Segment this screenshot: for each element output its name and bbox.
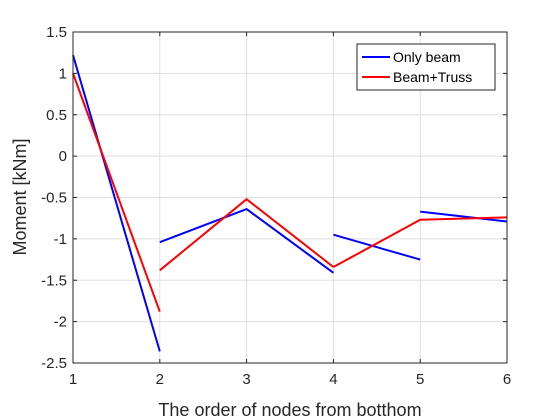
x-tick-label: 3 bbox=[242, 371, 250, 388]
legend-label: Only beam bbox=[393, 49, 461, 65]
series-line-segment bbox=[159, 208, 334, 274]
series-line-segment bbox=[420, 210, 508, 223]
y-axis-title: Moment [kNm] bbox=[10, 138, 30, 255]
series-line-segment bbox=[333, 233, 421, 261]
x-tick-label: 4 bbox=[329, 371, 337, 388]
series-line-segment bbox=[332, 216, 508, 268]
y-tick-label: -2 bbox=[54, 314, 67, 331]
y-tick-label: -1 bbox=[54, 231, 67, 248]
y-tick-label: 0 bbox=[59, 148, 67, 165]
x-tick-label: 6 bbox=[503, 371, 511, 388]
legend-label: Beam+Truss bbox=[393, 69, 472, 85]
series-only-beam bbox=[72, 54, 508, 352]
series-line-segment bbox=[72, 54, 161, 352]
series-line-segment bbox=[159, 198, 335, 272]
y-tick-label: 1 bbox=[59, 65, 67, 82]
x-tick-label: 5 bbox=[416, 371, 424, 388]
series-layer bbox=[72, 54, 508, 352]
y-tick-label: 1.5 bbox=[46, 24, 67, 41]
axis-tick-labels: 1 2 3 4 5 6 -2.5 -2 -1.5 -1 -0.5 0 0.5 1 1.5 bbox=[41, 24, 511, 388]
series-beam-truss bbox=[72, 73, 508, 313]
x-tick-label: 2 bbox=[156, 371, 164, 388]
y-tick-label: -2.5 bbox=[41, 355, 67, 372]
y-tick-label: -1.5 bbox=[41, 272, 67, 289]
y-tick-label: 0.5 bbox=[46, 107, 67, 124]
x-tick-label: 1 bbox=[69, 371, 77, 388]
y-tick-label: -0.5 bbox=[41, 190, 67, 207]
legend: Only beam Beam+Truss bbox=[356, 43, 496, 91]
axis-ticks bbox=[72, 31, 508, 364]
legend-box bbox=[356, 43, 496, 91]
series-line-segment bbox=[72, 73, 161, 313]
x-axis-title: The order of nodes from botthom bbox=[158, 400, 421, 420]
